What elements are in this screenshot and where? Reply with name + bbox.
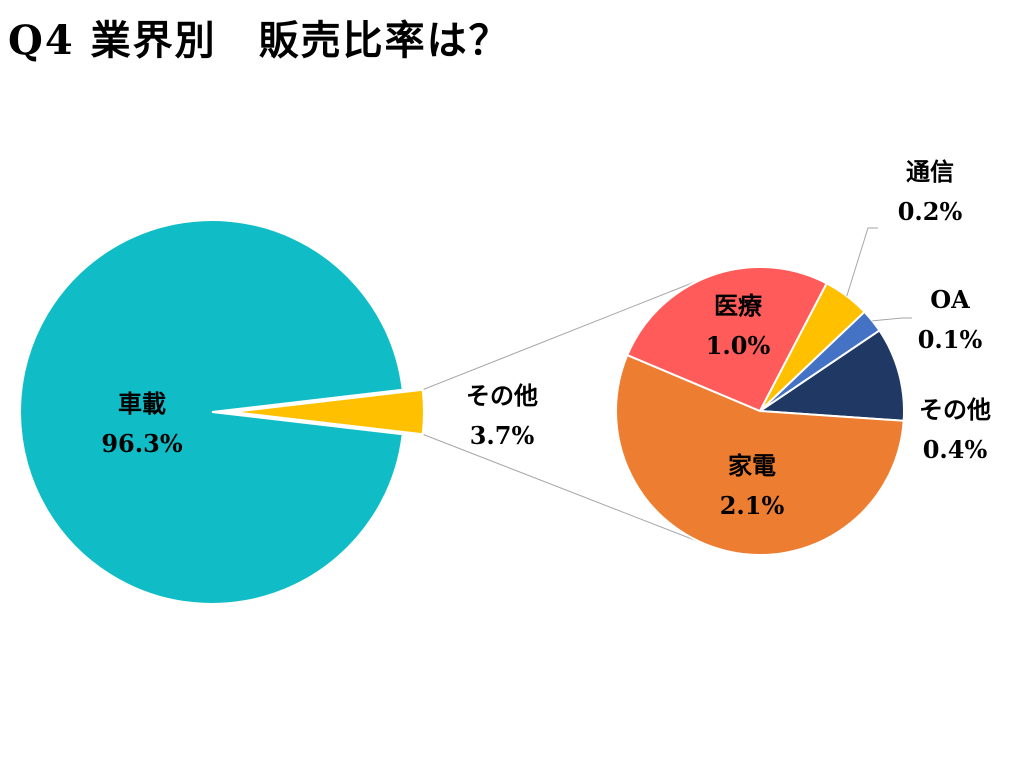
connector-bottom: [422, 433, 707, 545]
leader-line-3: [872, 317, 912, 322]
secondary-pie: [615, 265, 906, 556]
data-labels: 車載 96.3% その他 3.7% 家電 2.1% 医療 1.0% 通信 0.2% OA 0.1% その…: [101, 157, 991, 520]
label-main-1-value: 3.7%: [470, 421, 535, 450]
label-main-0-value: 96.3%: [101, 429, 182, 458]
main-slice-1: [231, 388, 425, 436]
label-main-1-name: その他: [466, 381, 538, 410]
label-sub-0-name: 家電: [728, 451, 776, 480]
page-title: Q4 業界別 販売比率は？: [8, 17, 511, 64]
sub-slice-4: [757, 329, 906, 422]
leader-line-2: [846, 227, 878, 297]
connector-lines: [422, 277, 707, 545]
leader-lines: [846, 227, 912, 322]
label-sub-0-value: 2.1%: [720, 491, 785, 520]
label-sub-1-value: 1.0%: [706, 331, 771, 360]
label-sub-1-name: 医療: [714, 291, 763, 320]
label-sub-2-name: 通信: [906, 157, 954, 186]
label-sub-3-name: OA: [930, 285, 970, 314]
label-sub-4-name: その他: [919, 395, 991, 424]
label-main-0-name: 車載: [118, 389, 166, 418]
main-pie: [19, 219, 425, 605]
sub-slice-1: [625, 265, 829, 413]
connector-top: [422, 277, 707, 391]
sub-slice-0: [615, 353, 905, 556]
label-sub-2-value: 0.2%: [898, 197, 963, 226]
label-sub-3-value: 0.1%: [918, 325, 983, 354]
label-sub-4-value: 0.4%: [923, 435, 988, 464]
main-slice-0: [19, 219, 404, 605]
